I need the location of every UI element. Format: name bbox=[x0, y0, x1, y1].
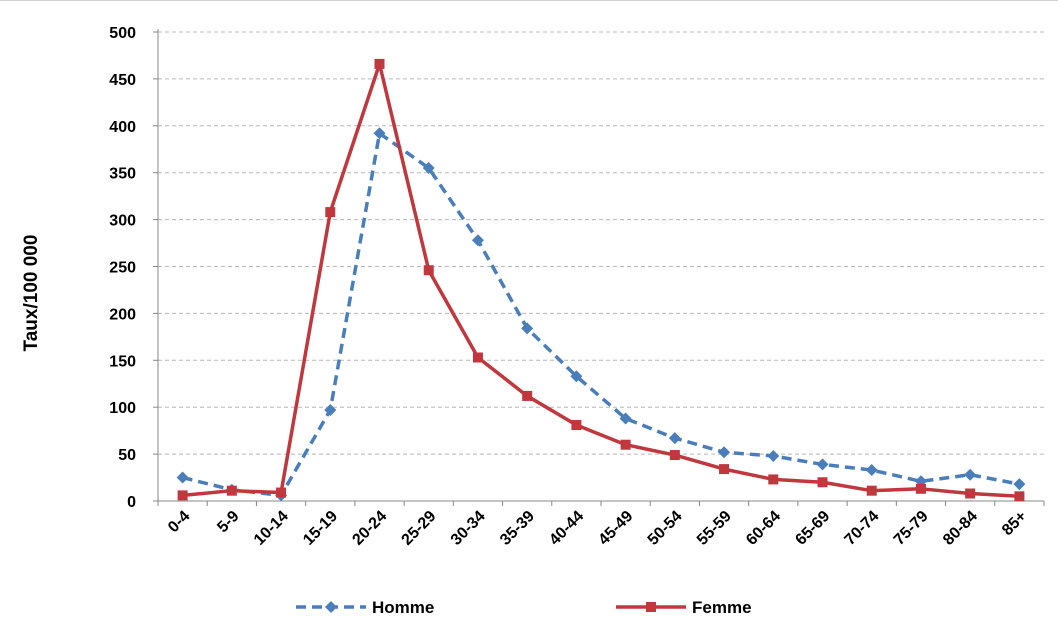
y-tick-label: 200 bbox=[109, 306, 136, 323]
data-point bbox=[472, 352, 483, 363]
legend-item-homme: Homme bbox=[296, 598, 434, 617]
data-point bbox=[865, 464, 878, 477]
data-point bbox=[423, 265, 434, 276]
data-point bbox=[768, 474, 779, 485]
y-axis-label: Taux/100 000 bbox=[21, 235, 42, 352]
legend-marker bbox=[325, 601, 337, 613]
x-tick-label: 30-34 bbox=[448, 508, 489, 549]
x-tick-label: 85+ bbox=[999, 508, 1030, 539]
x-tick-labels: 0-4 5-9 10-14 15-19 20-24 25-29 30-34 35-39 40-4… bbox=[165, 508, 1030, 549]
data-point bbox=[177, 490, 188, 501]
data-point bbox=[324, 404, 337, 417]
data-point bbox=[1013, 478, 1026, 491]
data-point bbox=[965, 488, 976, 499]
y-tick-label: 300 bbox=[109, 213, 136, 230]
x-tick-label: 55-59 bbox=[694, 508, 735, 549]
data-point bbox=[817, 477, 828, 488]
series-line bbox=[182, 131, 1020, 498]
data-point bbox=[719, 464, 730, 475]
x-tick-label: 10-14 bbox=[251, 508, 292, 549]
x-tick-label: 60-64 bbox=[743, 508, 784, 549]
data-point bbox=[276, 487, 287, 498]
x-tick-label: 65-69 bbox=[792, 508, 833, 549]
x-tick-label: 40-44 bbox=[546, 508, 587, 549]
y-tick-label: 50 bbox=[118, 447, 136, 464]
axes bbox=[153, 29, 1045, 506]
data-point bbox=[915, 483, 926, 494]
y-tick-label: 250 bbox=[109, 260, 136, 277]
x-tick-label: 25-29 bbox=[399, 508, 440, 549]
data-point bbox=[1014, 491, 1025, 502]
data-point bbox=[325, 207, 336, 218]
data-point bbox=[619, 412, 632, 425]
y-tick-label: 0 bbox=[127, 494, 136, 511]
series-femme bbox=[177, 58, 1025, 502]
x-tick-label: 0-4 bbox=[165, 508, 193, 536]
y-tick-label: 150 bbox=[109, 353, 136, 370]
y-tick-label: 100 bbox=[109, 400, 136, 417]
data-point bbox=[471, 234, 484, 247]
legend-item-femme: Femme bbox=[616, 598, 752, 617]
data-point bbox=[522, 390, 533, 401]
data-point bbox=[373, 127, 386, 140]
data-point bbox=[570, 370, 583, 383]
x-tick-label: 80-84 bbox=[940, 508, 981, 549]
series-homme bbox=[176, 127, 1026, 502]
y-tick-label: 400 bbox=[109, 119, 136, 136]
y-tick-label: 500 bbox=[109, 25, 136, 42]
x-tick-label: 75-79 bbox=[891, 508, 932, 549]
y-tick-label: 350 bbox=[109, 166, 136, 183]
data-point bbox=[816, 458, 829, 471]
x-tick-label: 15-19 bbox=[300, 508, 341, 549]
data-point bbox=[866, 485, 877, 496]
legend-label: Femme bbox=[692, 598, 752, 617]
data-point bbox=[226, 485, 237, 496]
data-point bbox=[669, 450, 680, 461]
data-point bbox=[964, 468, 977, 481]
data-point bbox=[521, 322, 534, 335]
x-tick-label: 5-9 bbox=[214, 508, 242, 536]
gridlines bbox=[158, 31, 1044, 455]
data-point bbox=[718, 446, 731, 459]
x-tick-label: 20-24 bbox=[349, 508, 390, 549]
data-point bbox=[620, 439, 631, 450]
x-tick-label: 70-74 bbox=[842, 508, 883, 549]
y-tick-label: 450 bbox=[109, 72, 136, 89]
x-tick-label: 50-54 bbox=[645, 508, 686, 549]
series bbox=[176, 58, 1026, 502]
y-tick-labels: 0 50 100 150 200 250 300 350 400 450 500 bbox=[109, 25, 136, 511]
legend-marker bbox=[646, 602, 656, 612]
data-point bbox=[668, 432, 681, 445]
data-point bbox=[374, 58, 385, 69]
data-point bbox=[767, 449, 780, 462]
data-point bbox=[571, 420, 582, 431]
legend: Homme Femme bbox=[296, 598, 752, 617]
legend-label: Homme bbox=[372, 598, 434, 617]
x-tick-label: 35-39 bbox=[497, 508, 538, 549]
data-point bbox=[176, 471, 189, 484]
data-point bbox=[422, 162, 435, 175]
series-line bbox=[182, 62, 1020, 499]
x-tick-label: 45-49 bbox=[595, 508, 636, 549]
